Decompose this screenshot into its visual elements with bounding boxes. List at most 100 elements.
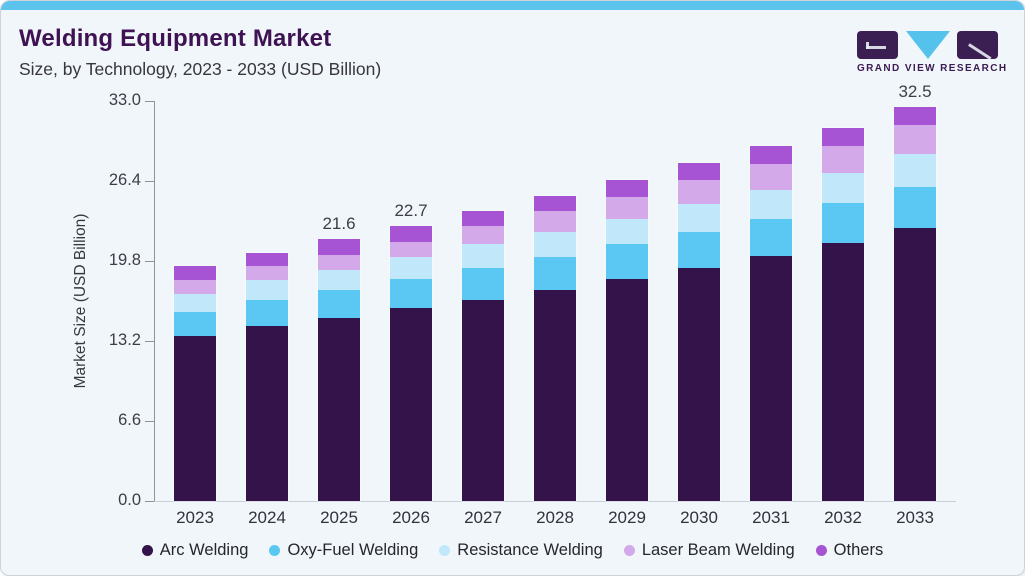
y-axis-tick (145, 420, 154, 422)
x-tick-label: 2026 (392, 508, 430, 527)
y-axis-line (154, 101, 155, 501)
bar-segment-resistance-welding[interactable] (750, 189, 792, 219)
bar-segment-others[interactable] (390, 225, 432, 242)
legend-label: Arc Welding (159, 541, 249, 559)
bar-segment-oxy-fuel-welding[interactable] (246, 299, 288, 327)
bar-segment-laser-beam-welding[interactable] (246, 265, 288, 281)
bar-segment-laser-beam-welding[interactable] (894, 125, 936, 155)
bar-segment-oxy-fuel-welding[interactable] (750, 218, 792, 257)
bar-segment-oxy-fuel-welding[interactable] (462, 268, 504, 300)
bar-2026[interactable] (390, 225, 432, 501)
bar-segment-arc-welding[interactable] (606, 279, 648, 501)
bar-2027[interactable] (462, 211, 504, 501)
bar-segment-arc-welding[interactable] (534, 290, 576, 501)
bar-segment-resistance-welding[interactable] (462, 244, 504, 269)
bar-segment-resistance-welding[interactable] (894, 154, 936, 188)
chart-header: Welding Equipment Market Size, by Techno… (19, 25, 381, 80)
legend-item-resistance-welding[interactable]: Resistance Welding (439, 541, 603, 560)
bar-segment-laser-beam-welding[interactable] (678, 179, 720, 205)
x-tick-label: 2024 (248, 508, 286, 527)
bar-segment-resistance-welding[interactable] (678, 204, 720, 232)
bar-2023[interactable] (174, 265, 216, 501)
legend-item-laser-beam-welding[interactable]: Laser Beam Welding (623, 541, 795, 560)
y-axis-title: Market Size (USD Billion) (72, 213, 89, 389)
bar-segment-oxy-fuel-welding[interactable] (822, 202, 864, 243)
bar-2028[interactable] (534, 195, 576, 501)
legend-swatch-icon (439, 545, 451, 556)
bar-segment-others[interactable] (678, 162, 720, 180)
bar-segment-oxy-fuel-welding[interactable] (894, 187, 936, 229)
legend-swatch-icon (623, 545, 635, 556)
bar-segment-arc-welding[interactable] (390, 308, 432, 501)
bar-segment-resistance-welding[interactable] (174, 293, 216, 312)
bar-segment-resistance-welding[interactable] (822, 172, 864, 203)
legend-label: Others (833, 541, 884, 559)
top-accent-bar (1, 1, 1024, 10)
bar-2031[interactable] (750, 145, 792, 501)
x-tick-label: 2031 (752, 508, 790, 527)
legend-item-oxy-fuel-welding[interactable]: Oxy-Fuel Welding (269, 541, 418, 560)
bar-segment-oxy-fuel-welding[interactable] (606, 244, 648, 280)
bar-segment-others[interactable] (894, 107, 936, 126)
bar-segment-resistance-welding[interactable] (606, 218, 648, 245)
bar-segment-others[interactable] (246, 252, 288, 266)
bar-segment-laser-beam-welding[interactable] (750, 164, 792, 190)
x-axis-line (154, 501, 956, 502)
bar-segment-resistance-welding[interactable] (534, 231, 576, 258)
bar-segment-arc-welding[interactable] (174, 336, 216, 501)
bar-segment-oxy-fuel-welding[interactable] (390, 279, 432, 309)
x-tick-label: 2032 (824, 508, 862, 527)
bar-2032[interactable] (822, 127, 864, 501)
legend-swatch-icon (269, 545, 281, 556)
bar-segment-laser-beam-welding[interactable] (822, 145, 864, 173)
bar-segment-others[interactable] (750, 145, 792, 165)
bar-segment-others[interactable] (534, 195, 576, 212)
y-tick-label: 19.8 (108, 251, 141, 269)
bar-segment-oxy-fuel-welding[interactable] (318, 290, 360, 318)
gvr-logo[interactable]: GRAND VIEW RESEARCH (857, 31, 1006, 74)
bar-2033[interactable] (894, 107, 936, 501)
x-tick-label: 2028 (536, 508, 574, 527)
bar-segment-others[interactable] (318, 239, 360, 255)
legend-item-arc-welding[interactable]: Arc Welding (141, 541, 249, 560)
y-axis-tick (145, 260, 154, 262)
y-tick-label: 33.0 (108, 91, 141, 109)
bar-segment-laser-beam-welding[interactable] (390, 241, 432, 258)
bar-segment-resistance-welding[interactable] (318, 269, 360, 291)
bar-2025[interactable] (318, 239, 360, 501)
bar-segment-laser-beam-welding[interactable] (462, 225, 504, 245)
bar-segment-resistance-welding[interactable] (390, 257, 432, 280)
bar-segment-laser-beam-welding[interactable] (534, 211, 576, 232)
logo-r-icon (957, 31, 998, 60)
bar-value-label: 22.7 (394, 200, 428, 220)
page-subtitle: Size, by Technology, 2023 - 2033 (USD Bi… (19, 59, 382, 79)
bar-segment-arc-welding[interactable] (678, 268, 720, 501)
bar-segment-laser-beam-welding[interactable] (318, 254, 360, 270)
bar-2030[interactable] (678, 162, 720, 501)
bar-segment-arc-welding[interactable] (318, 317, 360, 501)
bar-segment-laser-beam-welding[interactable] (174, 280, 216, 294)
bar-segment-oxy-fuel-welding[interactable] (678, 231, 720, 269)
bar-segment-oxy-fuel-welding[interactable] (534, 257, 576, 291)
bar-segment-arc-welding[interactable] (750, 256, 792, 501)
bar-segment-arc-welding[interactable] (894, 228, 936, 501)
bar-value-label: 32.5 (898, 82, 932, 102)
bar-segment-resistance-welding[interactable] (246, 280, 288, 300)
bar-segment-arc-welding[interactable] (246, 326, 288, 501)
y-tick-label: 13.2 (108, 331, 141, 349)
bar-segment-oxy-fuel-welding[interactable] (174, 311, 216, 337)
bar-2024[interactable] (246, 252, 288, 501)
y-axis-tick (145, 500, 154, 502)
bar-segment-arc-welding[interactable] (462, 299, 504, 501)
bar-segment-arc-welding[interactable] (822, 242, 864, 501)
bar-segment-others[interactable] (174, 265, 216, 281)
bar-2029[interactable] (606, 179, 648, 501)
bar-segment-others[interactable] (606, 179, 648, 197)
bar-segment-laser-beam-welding[interactable] (606, 196, 648, 219)
bar-segment-others[interactable] (822, 127, 864, 146)
bar-segment-others[interactable] (462, 211, 504, 226)
logo-g-icon (857, 31, 898, 59)
legend-item-others[interactable]: Others (815, 541, 884, 560)
